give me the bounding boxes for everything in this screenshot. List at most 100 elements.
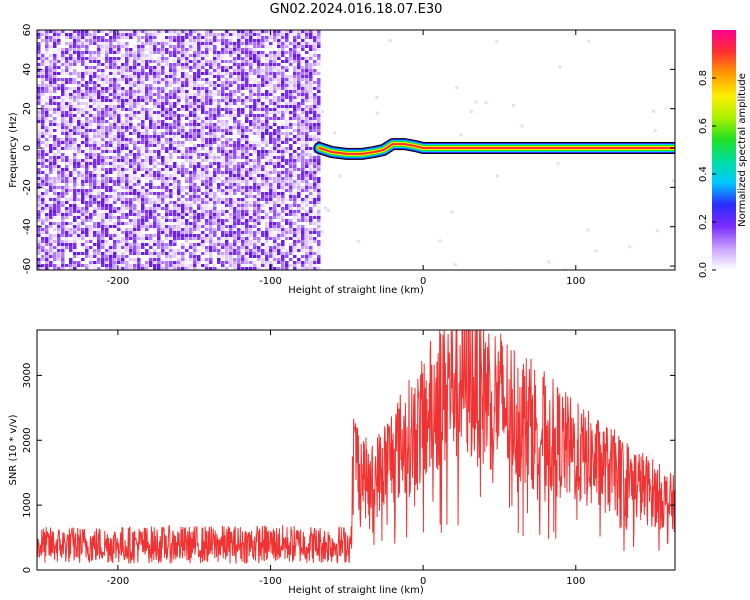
spectrogram-cell bbox=[253, 261, 257, 264]
spectrogram-cell bbox=[117, 147, 121, 150]
spectrogram-cell bbox=[229, 48, 233, 51]
spectrogram-cell bbox=[161, 159, 165, 162]
spectrogram-cell bbox=[225, 42, 229, 45]
spectrogram-cell bbox=[73, 231, 77, 234]
spectrogram-cell bbox=[133, 186, 137, 189]
spectrogram-cell bbox=[309, 147, 313, 150]
spectrogram-cell bbox=[297, 153, 301, 156]
spectrogram-cell bbox=[149, 207, 153, 210]
spectrogram-cell bbox=[237, 147, 241, 150]
spectrogram-cell bbox=[61, 243, 65, 246]
spectrogram-cell bbox=[453, 263, 457, 267]
spectrogram-cell bbox=[297, 189, 301, 192]
spectrogram-cell bbox=[109, 90, 113, 93]
spectrogram-cell bbox=[65, 207, 69, 210]
spectrogram-cell bbox=[113, 201, 117, 204]
spectrogram-cell bbox=[149, 54, 153, 57]
spectrogram-cell bbox=[265, 30, 269, 33]
spectrogram-cell bbox=[225, 243, 229, 246]
spectrogram-cell bbox=[177, 48, 181, 51]
spectrogram-cell bbox=[53, 129, 57, 132]
spectrogram-cell bbox=[45, 72, 49, 75]
spectrogram-cell bbox=[193, 162, 197, 165]
spectrogram-cell bbox=[89, 138, 93, 141]
spectrogram-cell bbox=[297, 90, 301, 93]
spectrogram-cell bbox=[237, 30, 241, 33]
spectrogram-cell bbox=[121, 204, 125, 207]
spectrogram-cell bbox=[109, 93, 113, 96]
spectrogram-cell bbox=[133, 219, 137, 222]
spectrogram-cell bbox=[169, 48, 173, 51]
spectrogram-cell bbox=[297, 231, 301, 234]
spectrogram-cell bbox=[153, 42, 157, 45]
spectrogram-cell bbox=[161, 147, 165, 150]
spectrogram-cell bbox=[173, 237, 177, 240]
spectrogram-cell bbox=[297, 216, 301, 219]
spectrogram-cell bbox=[145, 183, 149, 186]
spectrogram-cell bbox=[157, 48, 161, 51]
spectrogram-cell bbox=[253, 255, 257, 258]
spectrogram-cell bbox=[49, 219, 53, 222]
spectrogram-cell bbox=[85, 57, 89, 60]
spectrogram-cell bbox=[305, 66, 309, 69]
spectrogram-cell bbox=[273, 90, 277, 93]
spectrogram-cell bbox=[209, 198, 213, 201]
spectrogram-cell bbox=[77, 192, 81, 195]
spectrogram-cell bbox=[133, 252, 137, 255]
spectrogram-cell bbox=[265, 249, 269, 252]
spectrogram-cell bbox=[241, 198, 245, 201]
spectrogram-cell bbox=[229, 102, 233, 105]
spectrogram-cell bbox=[165, 108, 169, 111]
spectrogram-cell bbox=[177, 252, 181, 255]
spectrogram-cell bbox=[281, 138, 285, 141]
spectrogram-cell bbox=[97, 228, 101, 231]
spectrogram-cell bbox=[69, 36, 73, 39]
spectrogram-cell bbox=[249, 234, 253, 237]
spectrogram-cell bbox=[257, 60, 261, 63]
spectrogram-cell bbox=[293, 87, 297, 90]
spectrogram-cell bbox=[317, 39, 321, 42]
spectrogram-cell bbox=[233, 90, 237, 93]
spectrogram-cell bbox=[309, 198, 313, 201]
spectrogram-cell bbox=[281, 174, 285, 177]
spectrogram-cell bbox=[317, 111, 321, 114]
spectrogram-cell bbox=[133, 261, 137, 264]
spectrogram-cell bbox=[85, 144, 89, 147]
spectrogram-cell bbox=[185, 96, 189, 99]
spectrogram-cell bbox=[41, 264, 45, 267]
spectrogram-cell bbox=[209, 60, 213, 63]
spectrogram-cell bbox=[225, 159, 229, 162]
spectrogram-cell bbox=[293, 135, 297, 138]
spectrogram-cell bbox=[193, 195, 197, 198]
spectrogram-cell bbox=[61, 30, 65, 33]
spectrogram-cell bbox=[73, 207, 77, 210]
spectrogram-cell bbox=[241, 81, 245, 84]
spectrogram-cell bbox=[109, 225, 113, 228]
spectrogram-cell bbox=[245, 81, 249, 84]
spectrogram-cell bbox=[37, 192, 41, 195]
spectrogram-cell bbox=[153, 264, 157, 267]
spectrogram-cell bbox=[65, 129, 69, 132]
spectrogram-cell bbox=[105, 87, 109, 90]
spectrogram-cell bbox=[141, 111, 145, 114]
spectrogram-cell bbox=[233, 177, 237, 180]
spectrogram-cell bbox=[145, 222, 149, 225]
spectrogram-cell bbox=[249, 177, 253, 180]
spectrogram-cell bbox=[109, 129, 113, 132]
spectrogram-cell bbox=[189, 234, 193, 237]
spectrogram-cell bbox=[173, 117, 177, 120]
spectrogram-cell bbox=[153, 207, 157, 210]
spectrogram-cell bbox=[293, 171, 297, 174]
spectrogram-cell bbox=[237, 75, 241, 78]
spectrogram-cell bbox=[109, 267, 113, 270]
spectrogram-cell bbox=[233, 252, 237, 255]
spectrogram-cell bbox=[221, 234, 225, 237]
spectrogram-cell bbox=[57, 246, 61, 249]
spectrogram-cell bbox=[193, 213, 197, 216]
spectrogram-cell bbox=[201, 159, 205, 162]
spectrogram-cell bbox=[233, 234, 237, 237]
spectrogram-cell bbox=[213, 99, 217, 102]
spectrogram-cell bbox=[117, 66, 121, 69]
spectrogram-cell bbox=[93, 183, 97, 186]
